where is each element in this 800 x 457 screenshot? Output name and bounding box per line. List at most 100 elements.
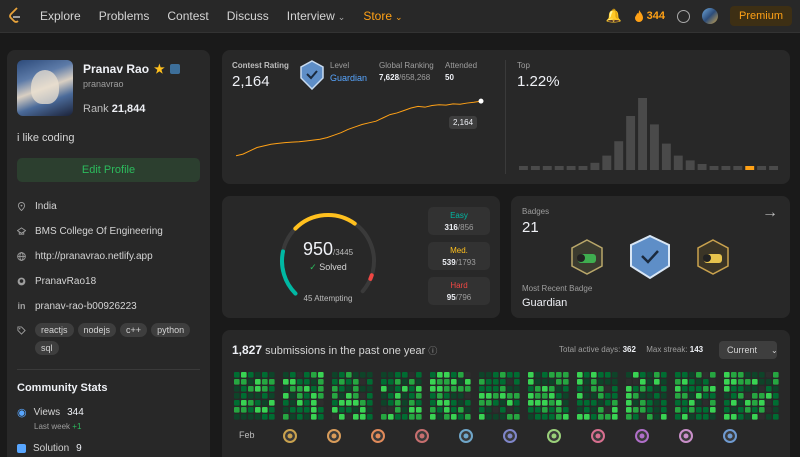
globe-icon — [17, 252, 26, 261]
heatmap-cell — [234, 414, 240, 420]
distribution-bar — [566, 166, 576, 170]
info-linkedin[interactable]: in pranav-rao-b00926223 — [17, 294, 200, 319]
streak-counter[interactable]: 344 — [634, 10, 665, 22]
monthly-badge-icon[interactable] — [679, 429, 693, 443]
heatmap-cell — [367, 379, 373, 385]
distribution-bar — [685, 160, 695, 170]
heatmap-cell — [731, 407, 737, 413]
heatmap-cell — [549, 372, 555, 378]
monthly-badge-icon[interactable] — [283, 429, 297, 443]
distribution-bar — [519, 166, 528, 170]
medium-stat[interactable]: Med. 539/1793 — [428, 242, 490, 270]
skill-tag[interactable]: nodejs — [77, 323, 117, 337]
heatmap-cell — [661, 372, 667, 378]
hard-stat[interactable]: Hard 95/796 — [428, 277, 490, 305]
heatmap-cell — [304, 400, 310, 406]
heatmap-cell — [556, 379, 562, 385]
nav-store[interactable]: Store ⌄ — [363, 9, 402, 23]
info-github-text[interactable]: PranavRao18 — [35, 276, 97, 287]
heatmap-cell — [353, 386, 359, 392]
badges-label: Badges — [522, 207, 550, 216]
heatmap-cell — [563, 393, 569, 399]
skill-tag[interactable]: python — [151, 323, 191, 337]
info-github[interactable]: PranavRao18 — [17, 269, 200, 294]
heatmap-cell — [542, 372, 548, 378]
heatmap-cell — [549, 393, 555, 399]
info-icon[interactable]: ⓘ — [428, 346, 438, 356]
heatmap-cell — [759, 379, 765, 385]
monthly-badge-icon[interactable] — [371, 429, 385, 443]
heatmap-cell — [262, 386, 268, 392]
heatmap-cell — [696, 407, 702, 413]
heatmap-cell — [458, 400, 464, 406]
monthly-badge-icon[interactable] — [547, 429, 561, 443]
badge-streak-icon[interactable] — [695, 238, 731, 276]
max-streak-label: Max streak: — [646, 345, 688, 354]
year-selector[interactable]: Current ⌄ — [719, 341, 778, 359]
heatmap-cell — [493, 414, 499, 420]
monthly-badge-icon[interactable] — [459, 429, 473, 443]
heatmap-cell — [465, 379, 471, 385]
heatmap-cell — [367, 414, 373, 420]
heatmap-cell — [332, 386, 338, 392]
info-linkedin-text[interactable]: pranav-rao-b00926223 — [35, 301, 137, 312]
heatmap-cell — [395, 393, 401, 399]
badge-guardian-icon[interactable] — [628, 234, 672, 280]
heatmap-cell — [598, 400, 604, 406]
easy-stat[interactable]: Easy 316/856 — [428, 207, 490, 235]
skill-tag[interactable]: sql — [35, 341, 59, 355]
heatmap-cell — [731, 386, 737, 392]
heatmap-cell — [577, 400, 583, 406]
heatmap-cell — [507, 386, 513, 392]
info-website[interactable]: http://pranavrao.netlify.app — [17, 244, 200, 269]
nav-explore[interactable]: Explore — [40, 9, 81, 23]
heatmap-cell — [731, 379, 737, 385]
heatmap-cell — [661, 386, 667, 392]
heatmap-cell — [633, 393, 639, 399]
skill-tag[interactable]: c++ — [120, 323, 148, 337]
heatmap-cell — [479, 407, 485, 413]
submission-heatmap[interactable] — [234, 368, 780, 430]
nav-interview[interactable]: Interview ⌄ — [287, 9, 346, 23]
edit-profile-button[interactable]: Edit Profile — [17, 158, 200, 182]
badges-card: Badges 21 → Most Recent Badge Guardian — [511, 196, 790, 318]
rating-history-chart[interactable] — [236, 94, 496, 174]
info-website-text[interactable]: http://pranavrao.netlify.app — [35, 251, 153, 262]
heatmap-cell — [283, 414, 289, 420]
heatmap-cell — [458, 393, 464, 399]
heatmap-cell — [486, 400, 492, 406]
monthly-badge-icon[interactable] — [635, 429, 649, 443]
arrow-right-icon[interactable]: → — [762, 204, 778, 221]
school-icon — [17, 227, 26, 235]
notification-bell-icon[interactable]: 🔔 — [605, 8, 622, 23]
badge-annual-icon[interactable] — [569, 238, 605, 276]
location-icon — [17, 202, 26, 211]
monthly-badge-icon[interactable] — [723, 429, 737, 443]
heatmap-cell — [535, 414, 541, 420]
monthly-badge-icon[interactable] — [503, 429, 517, 443]
leetcode-logo-icon[interactable] — [8, 7, 22, 25]
heatmap-cell — [759, 400, 765, 406]
nav-avatar[interactable] — [701, 8, 718, 24]
heatmap-cell — [626, 379, 632, 385]
heatmap-cell — [297, 372, 303, 378]
heatmap-cell — [241, 414, 247, 420]
premium-button[interactable]: Premium — [729, 6, 792, 26]
monthly-badge-icon[interactable] — [327, 429, 341, 443]
heatmap-cell — [514, 386, 520, 392]
heatmap-cell — [479, 379, 485, 385]
heatmap-cell — [773, 400, 779, 406]
heatmap-cell — [430, 393, 436, 399]
level-label: Level — [330, 61, 350, 70]
monthly-badge-icon[interactable] — [591, 429, 605, 443]
coin-icon[interactable] — [676, 9, 690, 23]
monthly-badge-icon[interactable] — [415, 429, 429, 443]
nav-discuss[interactable]: Discuss — [226, 9, 269, 23]
nav-contest[interactable]: Contest — [167, 9, 209, 23]
skill-tag[interactable]: reactjs — [35, 323, 74, 337]
info-skills: reactjs nodejs c++ python sql — [17, 323, 200, 355]
views-value: 344 — [67, 407, 84, 418]
heatmap-cell — [388, 372, 394, 378]
nav-problems[interactable]: Problems — [98, 9, 150, 23]
heatmap-cell — [297, 386, 303, 392]
